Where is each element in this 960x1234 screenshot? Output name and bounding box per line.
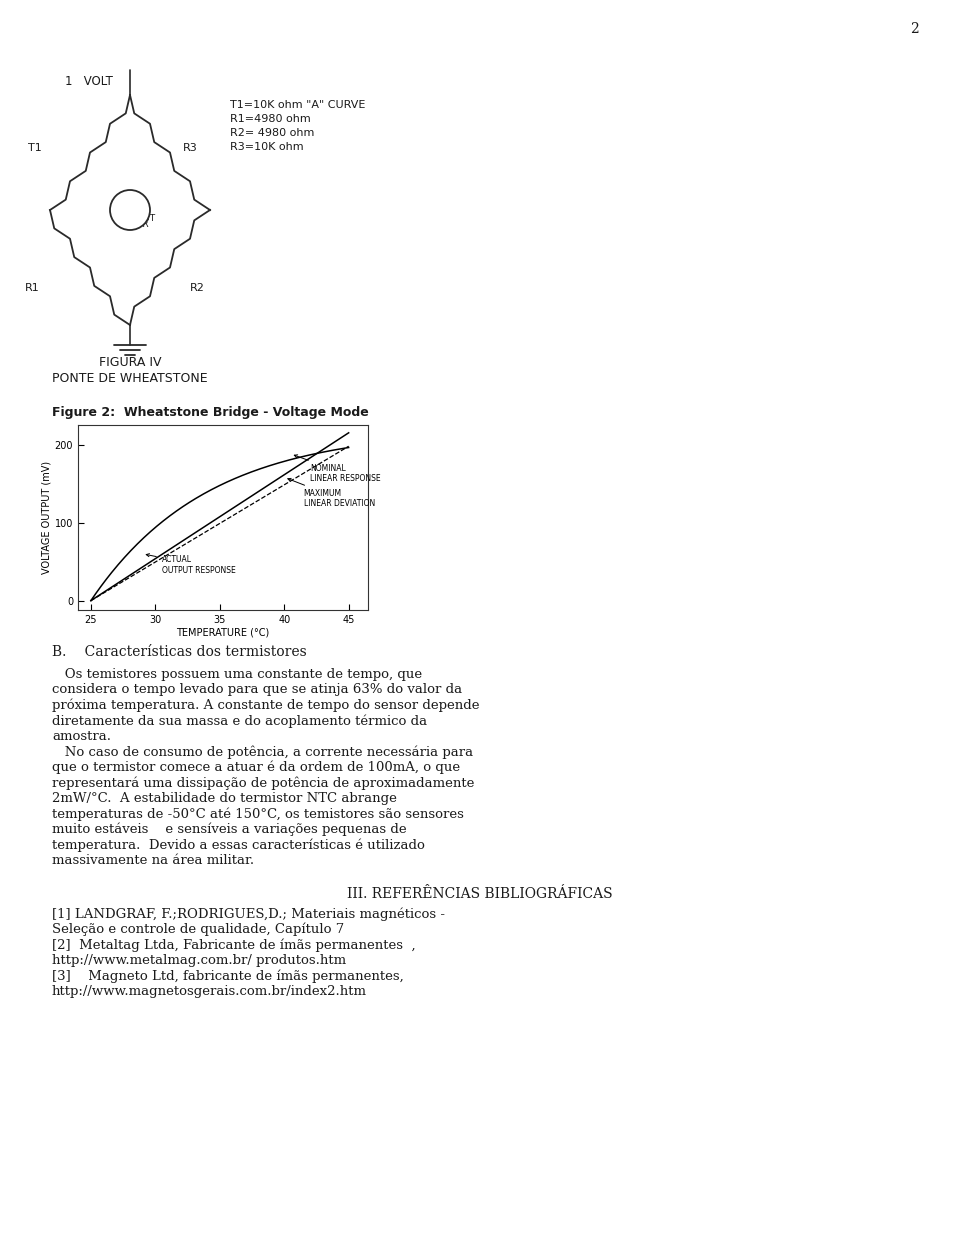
Text: +: + bbox=[127, 206, 133, 215]
Text: amostra.: amostra. bbox=[52, 731, 111, 743]
Text: representará uma dissipação de potência de aproximadamente: representará uma dissipação de potência … bbox=[52, 776, 474, 790]
Text: T1=10K ohm "A" CURVE: T1=10K ohm "A" CURVE bbox=[230, 100, 366, 110]
Text: ACTUAL
OUTPUT RESPONSE: ACTUAL OUTPUT RESPONSE bbox=[146, 554, 235, 575]
Text: B.  Características dos termistores: B. Características dos termistores bbox=[52, 645, 307, 659]
Text: FIGURA IV: FIGURA IV bbox=[99, 355, 161, 369]
Text: [2]  Metaltag Ltda, Fabricante de ímãs permanentes  ,: [2] Metaltag Ltda, Fabricante de ímãs pe… bbox=[52, 939, 416, 951]
Text: NOMINAL
LINEAR RESPONSE: NOMINAL LINEAR RESPONSE bbox=[295, 455, 380, 484]
Text: diretamente da sua massa e do acoplamento térmico da: diretamente da sua massa e do acoplament… bbox=[52, 714, 427, 728]
Text: No caso de consumo de potência, a corrente necessária para: No caso de consumo de potência, a corren… bbox=[52, 745, 473, 759]
Text: OUTPUT: OUTPUT bbox=[120, 213, 156, 223]
Text: Figure 2:  Wheatstone Bridge - Voltage Mode: Figure 2: Wheatstone Bridge - Voltage Mo… bbox=[52, 406, 369, 420]
Text: −: − bbox=[135, 205, 144, 215]
Text: próxima temperatura. A constante de tempo do sensor depende: próxima temperatura. A constante de temp… bbox=[52, 698, 479, 712]
Text: 2mW/°C.  A estabilidade do termistor NTC abrange: 2mW/°C. A estabilidade do termistor NTC … bbox=[52, 792, 396, 805]
Text: temperatura.  Devido a essas características é utilizado: temperatura. Devido a essas característi… bbox=[52, 838, 425, 851]
Text: PONTE DE WHEATSTONE: PONTE DE WHEATSTONE bbox=[52, 371, 207, 385]
Text: MAXIMUM
LINEAR DEVIATION: MAXIMUM LINEAR DEVIATION bbox=[288, 479, 374, 508]
Text: 1   VOLT: 1 VOLT bbox=[65, 75, 113, 88]
Text: METER: METER bbox=[118, 220, 149, 230]
Text: que o termistor comece a atuar é da ordem de 100mA, o que: que o termistor comece a atuar é da orde… bbox=[52, 761, 460, 775]
Text: R1=4980 ohm: R1=4980 ohm bbox=[230, 114, 311, 123]
Text: http://www.metalmag.com.br/ produtos.htm: http://www.metalmag.com.br/ produtos.htm bbox=[52, 954, 347, 967]
Text: R2= 4980 ohm: R2= 4980 ohm bbox=[230, 128, 314, 138]
Text: muito estáveis    e sensíveis a variações pequenas de: muito estáveis e sensíveis a variações p… bbox=[52, 823, 407, 837]
Text: http://www.magnetosgerais.com.br/index2.htm: http://www.magnetosgerais.com.br/index2.… bbox=[52, 985, 367, 998]
Text: R2: R2 bbox=[190, 283, 204, 292]
Y-axis label: VOLTAGE OUTPUT (mV): VOLTAGE OUTPUT (mV) bbox=[42, 462, 52, 574]
Circle shape bbox=[110, 190, 150, 230]
Text: massivamente na área militar.: massivamente na área militar. bbox=[52, 854, 254, 868]
Text: T1: T1 bbox=[28, 143, 41, 153]
Text: Os temistores possuem uma constante de tempo, que: Os temistores possuem uma constante de t… bbox=[52, 668, 422, 681]
Text: R3: R3 bbox=[183, 143, 198, 153]
X-axis label: TEMPERATURE (°C): TEMPERATURE (°C) bbox=[177, 628, 270, 638]
Text: R3=10K ohm: R3=10K ohm bbox=[230, 142, 303, 152]
Text: R1: R1 bbox=[25, 283, 39, 292]
Text: [3]  Magneto Ltd, fabricante de ímãs permanentes,: [3] Magneto Ltd, fabricante de ímãs perm… bbox=[52, 970, 404, 983]
Text: temperaturas de -50°C até 150°C, os temistores são sensores: temperaturas de -50°C até 150°C, os temi… bbox=[52, 807, 464, 821]
Text: [1] LANDGRAF, F.;RODRIGUES,D.; Materiais magnéticos -: [1] LANDGRAF, F.;RODRIGUES,D.; Materiais… bbox=[52, 907, 445, 921]
Text: Seleção e controle de qualidade, Capítulo 7: Seleção e controle de qualidade, Capítul… bbox=[52, 923, 345, 937]
Text: 2: 2 bbox=[910, 22, 919, 36]
Text: III. REFERÊNCIAS BIBLIOGRÁFICAS: III. REFERÊNCIAS BIBLIOGRÁFICAS bbox=[348, 887, 612, 902]
Text: considera o tempo levado para que se atinja 63% do valor da: considera o tempo levado para que se ati… bbox=[52, 684, 462, 696]
